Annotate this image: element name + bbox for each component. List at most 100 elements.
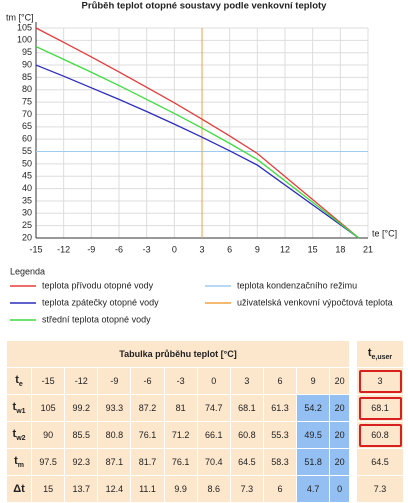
cell: 76.1 xyxy=(130,421,165,449)
cell: 68.1 xyxy=(229,394,264,422)
cell: -6 xyxy=(130,367,165,395)
table-row: 64.5 xyxy=(356,448,404,476)
x-tick-label: 18 xyxy=(335,244,345,254)
x-tick-label: 15 xyxy=(308,244,318,254)
y-tick-label: 90 xyxy=(22,59,32,69)
legend-label: teplota zpátečky otopné vody xyxy=(42,297,159,307)
y-tick-label: 40 xyxy=(22,183,32,193)
row-label: te xyxy=(5,367,33,395)
legend-label: střední teplota otopné vody xyxy=(42,314,151,324)
legend-label: teplota přívodu otopné vody xyxy=(42,280,154,290)
cell: 87.1 xyxy=(97,448,132,476)
cell: 97.5 xyxy=(31,448,66,476)
cell: 80.8 xyxy=(97,421,132,449)
user-cell: 68.1 xyxy=(356,394,404,422)
line xyxy=(35,45,360,239)
row-label: te,user xyxy=(356,340,404,368)
user-cell: 3 xyxy=(356,367,404,395)
chart-title: Průběh teplot otopné soustavy podle venk… xyxy=(82,1,328,12)
user-cell: 7.3 xyxy=(356,475,404,503)
cell: 99.2 xyxy=(64,394,99,422)
row-label: tw2 xyxy=(5,421,33,449)
cell: 76.1 xyxy=(163,448,198,476)
row-label: tm xyxy=(5,448,33,476)
user-table: te,user 3 68.1 60.8 64.5 7.3 xyxy=(356,340,404,503)
cell: 105 xyxy=(31,394,66,422)
cell: 13.7 xyxy=(64,475,99,503)
cell: 92.3 xyxy=(64,448,99,476)
y-tick-label: 50 xyxy=(22,158,32,168)
x-tick-label: 9 xyxy=(255,244,260,254)
label-sub: e,user xyxy=(371,354,393,362)
label-sub: w2 xyxy=(16,435,26,443)
x-tick-label: 0 xyxy=(172,244,177,254)
row-label: tw1 xyxy=(5,394,33,422)
cell: 9 xyxy=(296,367,331,395)
cell: 20 xyxy=(329,394,350,422)
cell: 54.2 xyxy=(296,394,331,422)
cell: 90 xyxy=(31,421,66,449)
cell: 85.5 xyxy=(64,421,99,449)
cell: 61.3 xyxy=(262,394,298,422)
table-row: 60.8 xyxy=(356,421,404,449)
legend-label: uživatelská venkovní výpočtová teplota xyxy=(237,297,393,307)
x-tick-label: 12 xyxy=(280,244,290,254)
table-row: tm 97.5 92.3 87.1 81.7 76.1 70.4 64.5 58.3 51.8 20 xyxy=(5,448,350,476)
y-tick-label: 85 xyxy=(22,72,32,82)
y-tick-label: 55 xyxy=(22,146,32,156)
cell: -3 xyxy=(163,367,198,395)
cell: 93.3 xyxy=(97,394,132,422)
x-tick-label: 3 xyxy=(199,244,204,254)
x-tick-label: -3 xyxy=(143,244,151,254)
cell: -12 xyxy=(64,367,99,395)
cell: 6 xyxy=(262,475,298,503)
cell: 74.7 xyxy=(196,394,231,422)
cell: -9 xyxy=(97,367,132,395)
cell: 66.1 xyxy=(196,421,231,449)
cell: 6 xyxy=(262,367,298,395)
x-tick-label: -12 xyxy=(57,244,70,254)
x-tick-label: 6 xyxy=(227,244,232,254)
data-table: Tabulka průběhu teplot [°C] te -15 -12 -9 -6-… xyxy=(5,340,350,503)
cell: 20 xyxy=(329,448,350,476)
label-sub: w1 xyxy=(16,408,26,416)
cell: 60.8 xyxy=(229,421,264,449)
label-main: t xyxy=(367,346,372,359)
cell: 15 xyxy=(31,475,66,503)
y-tick-label: 80 xyxy=(22,84,32,94)
label-main: Δt xyxy=(13,483,25,495)
y-axis-label: tm [°C] xyxy=(6,12,34,22)
cell: 49.5 xyxy=(296,421,331,449)
table-row: 68.1 xyxy=(356,394,404,422)
y-tick-label: 60 xyxy=(22,134,32,144)
cell: 3 xyxy=(229,367,264,395)
label-main: t xyxy=(14,454,18,467)
x-tick-label: -9 xyxy=(87,244,95,254)
cell: 20 xyxy=(329,367,350,395)
table-row: te -15 -12 -9 -6 -3 0 3 6 9 20 xyxy=(5,367,350,395)
x-axis-label: te [°C] xyxy=(372,228,397,238)
label-sub: e xyxy=(18,381,23,389)
table-row: 7.3 xyxy=(356,475,404,503)
cell: 4.7 xyxy=(296,475,331,503)
cell: 81.7 xyxy=(130,448,165,476)
y-tick-label: 95 xyxy=(22,47,32,57)
cell: 7.3 xyxy=(229,475,264,503)
table-title: Tabulka průběhu teplot [°C] xyxy=(6,340,350,368)
cell: 70.4 xyxy=(196,448,231,476)
y-tick-label: 65 xyxy=(22,121,32,131)
x-tick-label: -6 xyxy=(115,244,123,254)
label-main: t xyxy=(12,400,17,413)
label-main: t xyxy=(12,427,17,440)
label-sub: m xyxy=(17,462,24,470)
cell: -15 xyxy=(31,367,66,395)
header-row: te,user xyxy=(356,340,404,368)
table-row: tw1 105 99.2 93.3 87.2 81 74.7 68.1 61.3 54.2 20 xyxy=(5,394,350,422)
y-tick-label: 105 xyxy=(17,22,32,32)
cell: 12.4 xyxy=(97,475,132,503)
cell: 0 xyxy=(196,367,231,395)
cell: 8.6 xyxy=(196,475,231,503)
x-tick-label: 21 xyxy=(363,244,373,254)
cell: 11.1 xyxy=(130,475,165,503)
